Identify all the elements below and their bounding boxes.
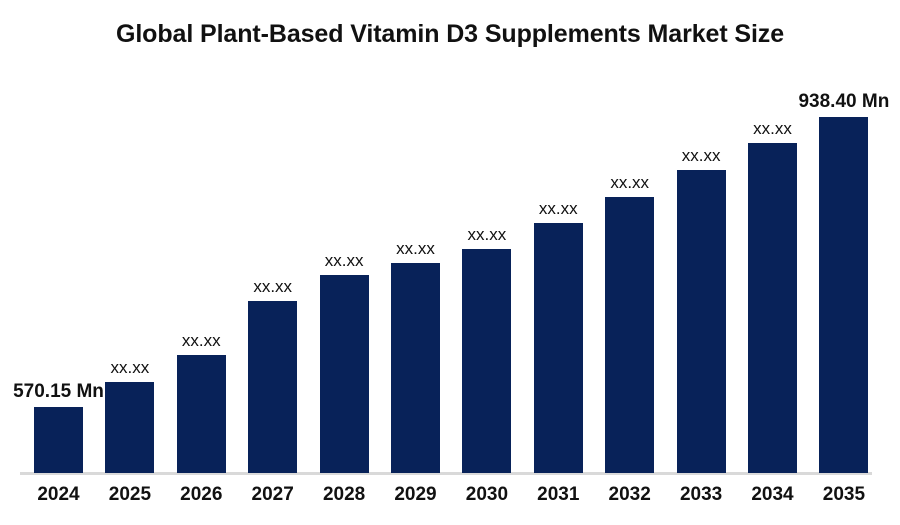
bar-value-label: 938.40 Mn (798, 91, 890, 112)
x-axis-tick-label: 2035 (822, 484, 866, 505)
bar-group: xx.xx 2026 (176, 0, 226, 525)
bar-value-label: xx.xx (181, 331, 221, 350)
bar-rect[interactable] (533, 223, 583, 473)
x-axis-tick-label: 2024 (37, 484, 80, 505)
bar-value-label: xx.xx (253, 277, 293, 296)
x-axis-tick-label: 2033 (679, 484, 723, 505)
bar-group: xx.xx 2027 (248, 0, 298, 525)
bar-value-label: xx.xx (467, 225, 507, 244)
x-axis-tick-label: 2034 (751, 484, 794, 505)
bar-group: xx.xx 2032 (605, 0, 655, 525)
bar-rect[interactable] (605, 197, 655, 473)
bar-value-label: xx.xx (681, 146, 721, 165)
x-axis-tick-label: 2028 (322, 484, 366, 505)
bar-group: xx.xx 2028 (319, 0, 369, 525)
bar-rect[interactable] (319, 275, 369, 473)
x-axis-tick-label: 2026 (180, 484, 223, 505)
bar-value-label: xx.xx (110, 358, 150, 377)
bar-rect[interactable] (819, 117, 869, 473)
bar-value-label: xx.xx (610, 173, 650, 192)
bar-value-label: xx.xx (538, 199, 578, 218)
bar-group: 570.15 Mn 2024 (13, 0, 104, 525)
x-axis-tick-label: 2029 (394, 484, 437, 505)
bar-value-label: xx.xx (396, 239, 435, 258)
bar-rect[interactable] (176, 355, 226, 473)
bar-rect[interactable] (462, 249, 512, 473)
bar-group: xx.xx 2031 (533, 0, 583, 525)
chart-title: Global Plant-Based Vitamin D3 Supplement… (115, 20, 785, 48)
bar-group: xx.xx 2033 (676, 0, 726, 525)
bar-group: 938.40 Mn 2035 (798, 0, 889, 525)
bar-group: xx.xx 2029 (391, 0, 440, 525)
bar-rect[interactable] (391, 263, 440, 473)
x-axis-tick-label: 2031 (537, 484, 580, 505)
bar-value-label: 570.15 Mn (13, 381, 104, 402)
x-axis-tick-label: 2025 (108, 484, 152, 505)
x-axis-tick-label: 2032 (608, 484, 651, 505)
bar-value-label: xx.xx (324, 251, 364, 270)
bar-group: xx.xx 2030 (462, 0, 512, 525)
x-axis-tick-label: 2030 (465, 484, 509, 505)
bar-rect[interactable] (105, 382, 155, 473)
bar-group: xx.xx 2034 (748, 0, 797, 525)
bar-rect[interactable] (248, 301, 298, 473)
bar-value-label: xx.xx (753, 119, 792, 138)
bar-rect[interactable] (34, 407, 83, 473)
bar-rect[interactable] (748, 143, 797, 473)
bar-group: xx.xx 2025 (105, 0, 155, 525)
x-axis-baseline (20, 472, 872, 475)
bar-rect[interactable] (676, 170, 726, 473)
x-axis-tick-label: 2027 (251, 484, 294, 505)
